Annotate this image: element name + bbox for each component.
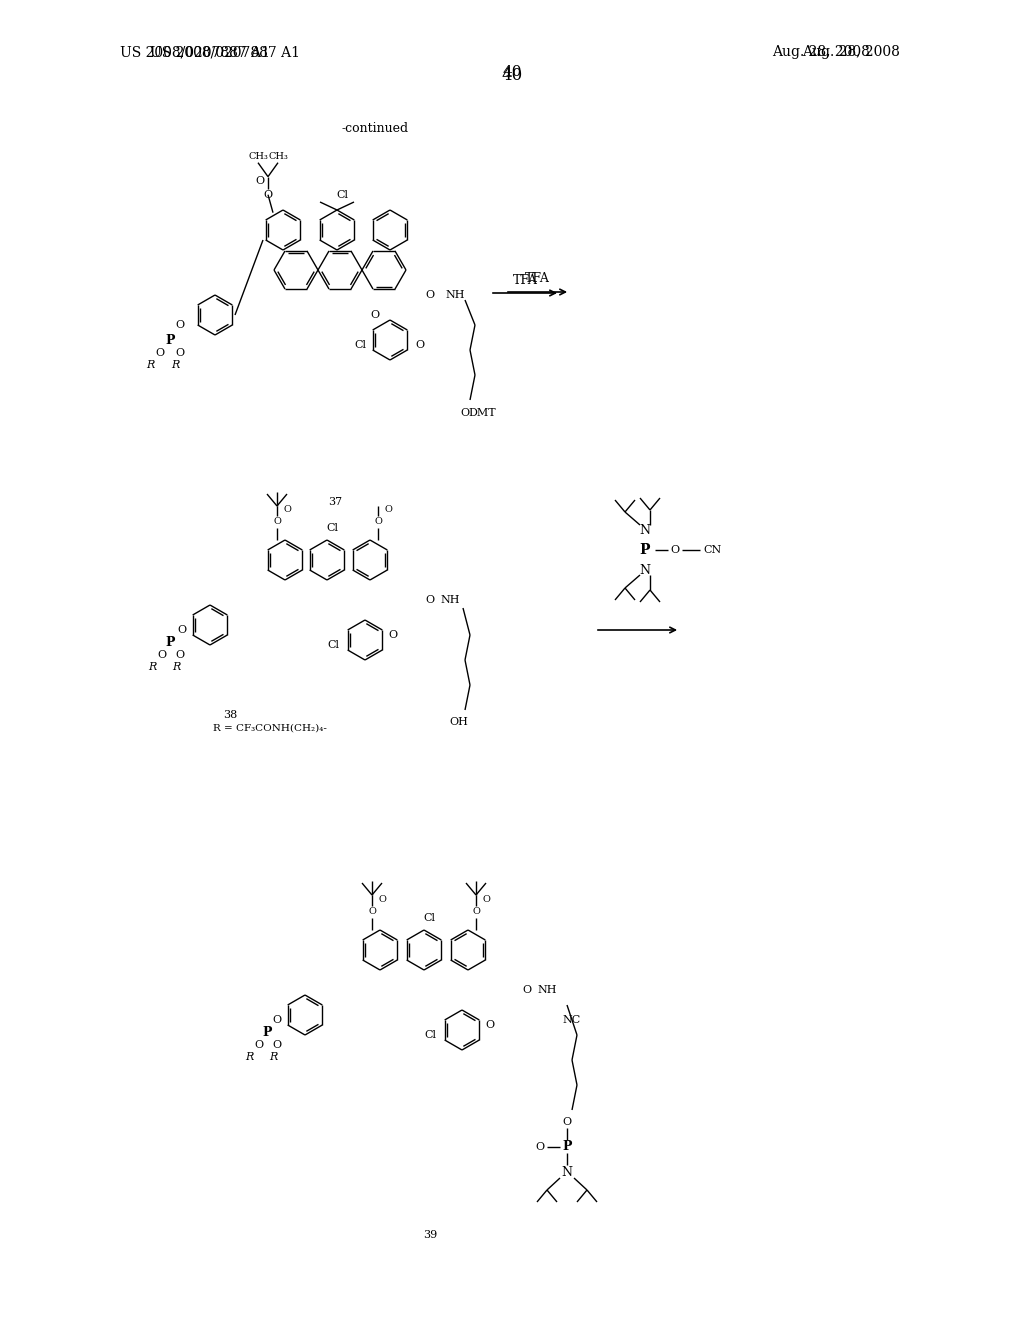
Text: O: O [272,1040,282,1049]
Text: O: O [461,408,470,418]
Text: O: O [472,908,480,916]
Text: O: O [388,630,397,640]
Text: O: O [522,985,531,995]
Text: CH₃: CH₃ [248,152,268,161]
Text: O: O [482,895,489,903]
Text: O: O [263,190,272,199]
Text: Cl: Cl [423,913,435,923]
Text: N: N [640,564,650,577]
Text: O: O [562,1117,571,1127]
Text: NH: NH [538,985,557,995]
Text: O: O [156,348,165,358]
Text: R: R [145,360,155,370]
Text: P: P [562,1140,571,1154]
Text: P: P [165,636,175,649]
Text: O: O [177,624,186,635]
Text: 40: 40 [502,66,522,83]
Text: R: R [147,663,157,672]
Text: Aug. 28, 2008: Aug. 28, 2008 [802,45,900,59]
Text: P: P [262,1027,271,1040]
Text: R: R [171,360,179,370]
Text: Cl: Cl [327,640,339,649]
Text: O: O [273,517,281,527]
Text: Aug. 28, 2008: Aug. 28, 2008 [772,45,870,59]
Text: N: N [640,524,650,536]
Text: O: O [371,310,380,319]
Text: -continued: -continued [341,121,409,135]
Text: NH: NH [445,290,465,300]
Text: 37: 37 [328,498,342,507]
Text: O: O [425,595,434,605]
Text: O: O [272,1015,282,1026]
Text: Cl: Cl [354,341,366,350]
Text: R: R [245,1052,253,1063]
Text: 39: 39 [423,1230,437,1239]
Text: O: O [254,1040,263,1049]
Text: CH₃: CH₃ [268,152,288,161]
Text: Cl: Cl [326,523,338,533]
Text: P: P [165,334,175,346]
Text: TFA: TFA [513,273,538,286]
Text: NC: NC [563,1015,582,1026]
Text: O: O [671,545,680,554]
Text: NH: NH [440,595,460,605]
Text: R = CF₃CONH(CH₂)₄-: R = CF₃CONH(CH₂)₄- [213,723,327,733]
Text: US 2008/0207887 A1: US 2008/0207887 A1 [150,45,300,59]
Text: O: O [485,1020,495,1030]
Text: O: O [536,1142,545,1152]
Text: O: O [158,649,167,660]
Text: OH: OH [450,717,468,727]
Text: Cl: Cl [336,190,348,201]
Text: O: O [416,341,425,350]
Text: O: O [425,290,434,300]
Text: O: O [384,506,392,515]
Text: O: O [175,649,184,660]
Text: O: O [378,895,386,903]
Text: TFA: TFA [524,272,550,285]
Text: P: P [640,543,650,557]
Text: US 2008/0207887 A1: US 2008/0207887 A1 [120,45,270,59]
Text: DMT: DMT [468,408,496,418]
Text: Cl: Cl [424,1030,436,1040]
Text: O: O [368,908,376,916]
Text: O: O [175,348,184,358]
Text: R: R [269,1052,278,1063]
Text: 38: 38 [223,710,238,719]
Text: O: O [283,506,291,515]
Text: O: O [374,517,382,527]
Text: O: O [175,319,184,330]
Text: CN: CN [702,545,721,554]
Text: N: N [561,1166,572,1179]
Text: 40: 40 [502,65,522,79]
Text: R: R [172,663,180,672]
Text: O: O [255,176,264,186]
